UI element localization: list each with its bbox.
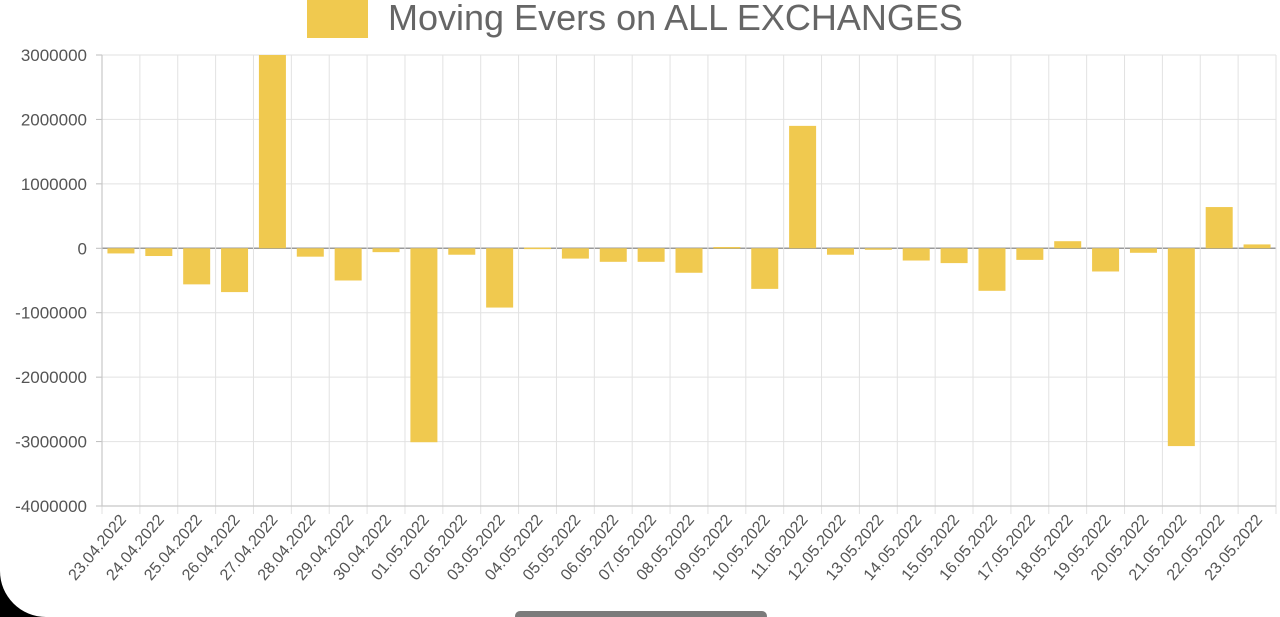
bar — [1092, 248, 1120, 272]
bar — [1054, 241, 1082, 249]
y-tick-label: -3000000 — [15, 433, 87, 452]
bar — [826, 248, 854, 255]
y-tick-label: 2000000 — [21, 110, 87, 129]
bar — [448, 248, 476, 255]
bars — [107, 55, 1271, 447]
bar — [902, 248, 930, 261]
bar — [258, 55, 286, 249]
bar — [296, 248, 324, 257]
bar — [789, 125, 817, 249]
legend: Moving Evers on ALL EXCHANGES — [307, 0, 963, 38]
bar — [334, 248, 362, 281]
grid — [101, 54, 1277, 514]
bar — [372, 248, 400, 253]
bar — [561, 248, 589, 259]
bar — [1167, 248, 1195, 447]
y-tick-label: -2000000 — [15, 368, 87, 387]
bar — [751, 248, 779, 289]
y-tick-label: 3000000 — [21, 46, 87, 65]
bar — [524, 247, 552, 250]
y-tick-label: -4000000 — [15, 497, 87, 516]
bar — [713, 246, 741, 249]
bar — [864, 248, 892, 250]
bar — [1016, 248, 1044, 260]
bar — [145, 248, 173, 257]
bar — [599, 248, 627, 262]
bar — [940, 248, 968, 264]
bar — [486, 248, 514, 308]
bar — [1243, 244, 1271, 249]
legend-label: Moving Evers on ALL EXCHANGES — [388, 0, 963, 38]
bar — [1205, 207, 1233, 249]
y-tick-label: -1000000 — [15, 304, 87, 323]
y-tick-label: 0 — [78, 239, 87, 258]
axes — [96, 54, 1276, 507]
y-axis-ticks: 3000000 2000000 1000000 0 -1000000 -2000000 -3… — [15, 46, 87, 516]
bar — [410, 248, 438, 443]
legend-swatch — [307, 0, 368, 38]
x-axis-ticks: 23.04.202224.04.202225.04.202226.04.2022… — [66, 512, 1267, 584]
bar — [107, 248, 135, 254]
bar — [637, 248, 665, 262]
bar — [221, 248, 249, 293]
bar — [675, 248, 703, 273]
home-indicator[interactable] — [515, 611, 767, 617]
y-tick-label: 1000000 — [21, 175, 87, 194]
bar — [1129, 248, 1157, 253]
bar — [978, 248, 1006, 291]
bar — [183, 248, 211, 285]
